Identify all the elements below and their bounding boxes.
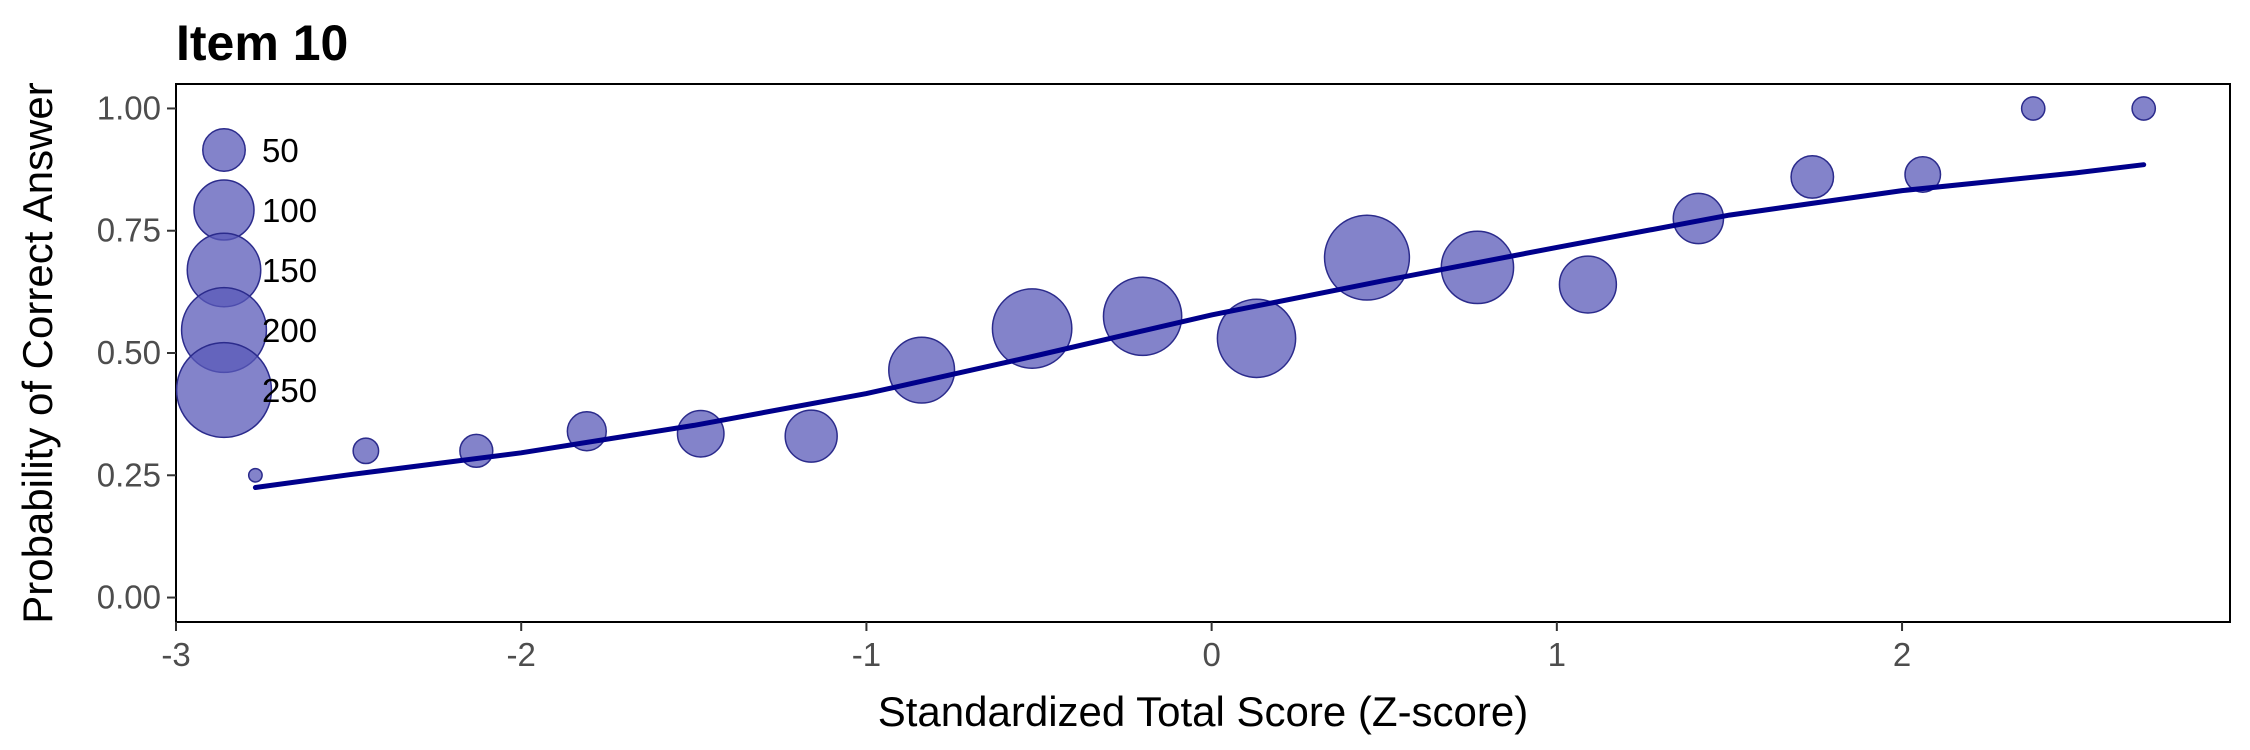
size-legend: 50 100 150 200 250 bbox=[175, 128, 317, 439]
data-point bbox=[1558, 255, 1618, 314]
x-tick-label: 1 bbox=[1548, 636, 1566, 673]
y-axis-label: Probability of Correct Answer bbox=[14, 82, 61, 624]
y-tick-label: 0.25 bbox=[97, 456, 161, 493]
fit-line bbox=[252, 162, 2147, 490]
data-point bbox=[352, 437, 380, 465]
x-tick-label: 0 bbox=[1202, 636, 1220, 673]
legend-key bbox=[175, 341, 273, 439]
x-axis-label: Standardized Total Score (Z-score) bbox=[878, 688, 1529, 735]
data-point bbox=[247, 467, 263, 483]
data-point bbox=[676, 409, 725, 458]
data-point bbox=[1102, 276, 1183, 357]
chart-title: Item 10 bbox=[176, 15, 348, 71]
data-points bbox=[247, 96, 2157, 483]
data-point bbox=[784, 409, 838, 463]
data-point bbox=[1216, 298, 1297, 379]
y-tick-label: 0.75 bbox=[97, 212, 161, 249]
legend-key bbox=[202, 128, 246, 172]
data-point bbox=[888, 336, 956, 404]
data-point bbox=[2020, 96, 2046, 121]
data-point bbox=[1904, 155, 1942, 193]
x-tick-label: -1 bbox=[852, 636, 881, 673]
legend-label: 200 bbox=[262, 312, 317, 349]
legend-label: 250 bbox=[262, 372, 317, 409]
legend-label: 150 bbox=[262, 252, 317, 289]
y-tick-label: 1.00 bbox=[97, 89, 161, 126]
x-tick-label: -2 bbox=[507, 636, 536, 673]
data-point bbox=[1323, 214, 1411, 301]
x-axis: -3 -2 -1 0 1 2 bbox=[161, 622, 1911, 673]
y-tick-label: 0.00 bbox=[97, 579, 161, 616]
data-point bbox=[2131, 96, 2157, 121]
legend-label: 50 bbox=[262, 132, 299, 169]
data-point bbox=[1790, 154, 1835, 199]
legend-label: 100 bbox=[262, 192, 317, 229]
y-tick-label: 0.50 bbox=[97, 334, 161, 371]
y-axis: 0.00 0.25 0.50 0.75 1.00 bbox=[97, 89, 176, 616]
x-tick-label: -3 bbox=[161, 636, 190, 673]
legend-key bbox=[193, 179, 255, 241]
x-tick-label: 2 bbox=[1893, 636, 1911, 673]
data-point bbox=[991, 288, 1073, 369]
